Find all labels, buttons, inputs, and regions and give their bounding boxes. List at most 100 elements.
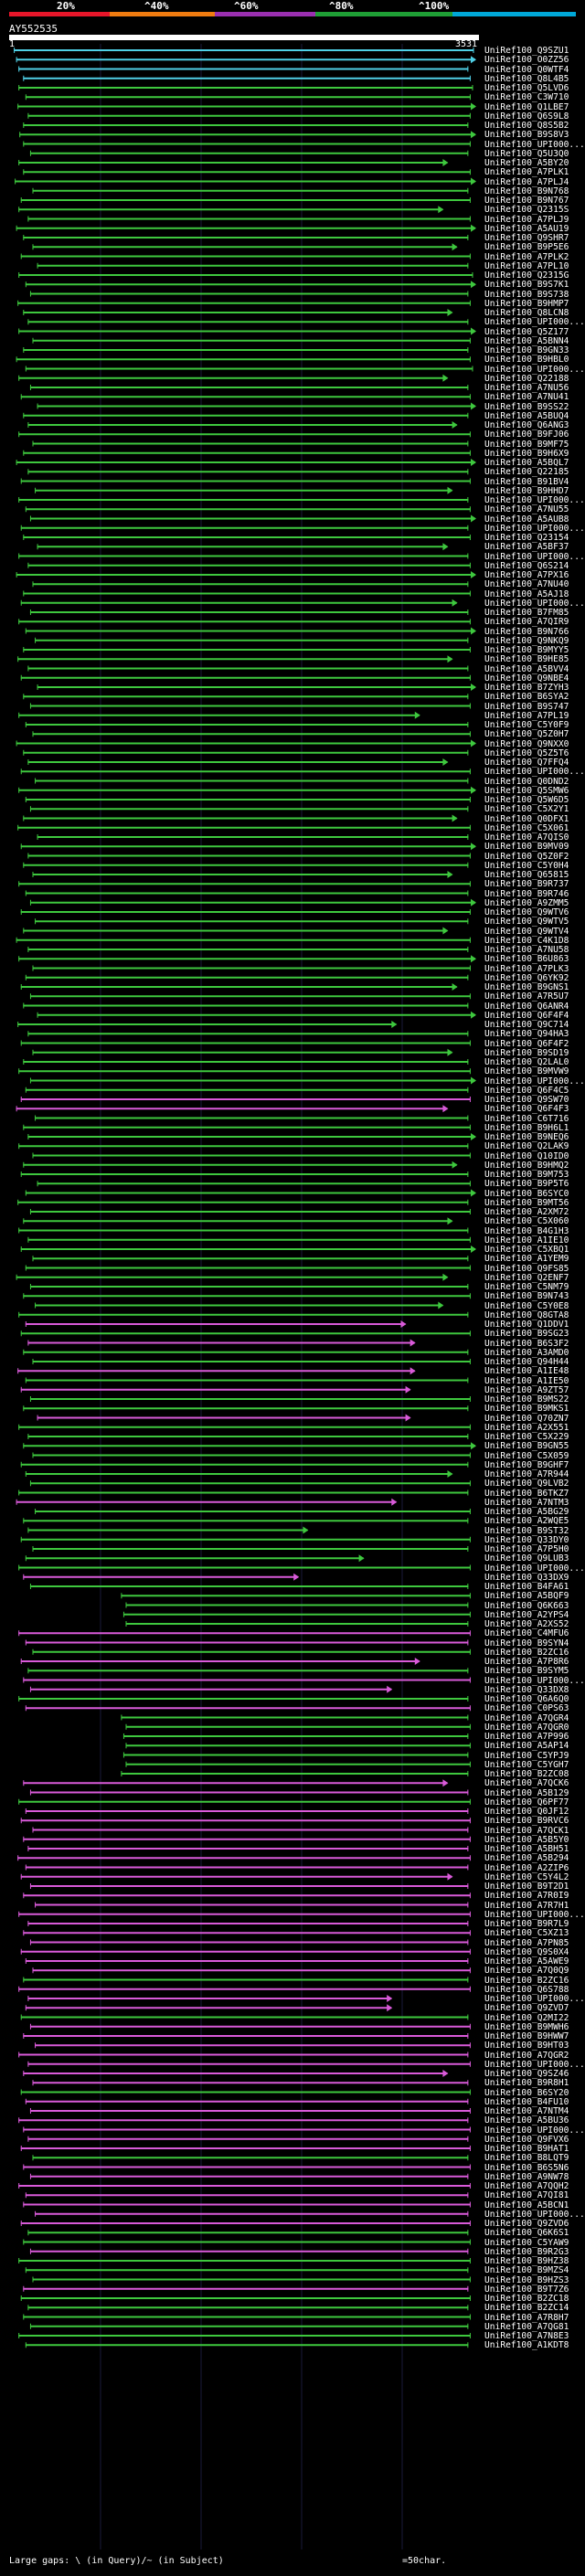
hit-label[interactable]: UniRef100_Q22185 xyxy=(484,467,569,478)
hit-label[interactable]: UniRef100_B9R737 xyxy=(484,879,569,890)
hit-label[interactable]: UniRef100_C4K1D8 xyxy=(484,935,569,946)
hit-bar[interactable] xyxy=(18,1227,469,1234)
hit-bar[interactable] xyxy=(35,1509,471,1514)
hit-label[interactable]: UniRef100_Q9FS85 xyxy=(484,1263,569,1274)
hit-bar[interactable] xyxy=(25,281,476,289)
hit-label[interactable]: UniRef100_A5AP14 xyxy=(484,1741,569,1752)
hit-bar[interactable] xyxy=(14,48,474,53)
hit-bar[interactable] xyxy=(35,1115,469,1121)
hit-bar[interactable] xyxy=(32,2080,469,2086)
hit-bar[interactable] xyxy=(23,75,471,81)
hit-label[interactable]: UniRef100_B9MT56 xyxy=(484,1197,569,1208)
hit-label[interactable]: UniRef100_B7ZYH3 xyxy=(484,683,569,693)
hit-label[interactable]: UniRef100_B9HE85 xyxy=(484,654,569,665)
hit-bar[interactable] xyxy=(18,1630,471,1637)
hit-bar[interactable] xyxy=(18,272,473,278)
hit-label[interactable]: UniRef100_B9S747 xyxy=(484,701,569,712)
hit-bar[interactable] xyxy=(15,177,476,186)
hit-bar[interactable] xyxy=(18,619,471,625)
hit-bar[interactable] xyxy=(20,843,476,851)
hit-label[interactable]: UniRef100_B6U863 xyxy=(484,954,569,965)
hit-label[interactable]: UniRef100_B9ST32 xyxy=(484,1525,569,1536)
hit-bar[interactable] xyxy=(18,327,476,335)
hit-bar[interactable] xyxy=(35,1301,444,1309)
hit-bar[interactable] xyxy=(23,1892,471,1899)
hit-label[interactable]: UniRef100_B2ZC16 xyxy=(484,1975,569,1986)
hit-bar[interactable] xyxy=(23,694,469,700)
hit-label[interactable]: UniRef100_Q9LUB3 xyxy=(484,1553,569,1564)
hit-label[interactable]: UniRef100_B6SY20 xyxy=(484,2087,569,2098)
hit-bar[interactable] xyxy=(18,881,471,887)
hit-label[interactable]: UniRef100_A7QIR9 xyxy=(484,617,569,628)
hit-label[interactable]: UniRef100_A2ZIP6 xyxy=(484,1862,569,1873)
hit-bar[interactable] xyxy=(16,1105,449,1113)
hit-bar[interactable] xyxy=(37,262,469,269)
hit-label[interactable]: UniRef100_C5NM79 xyxy=(484,1282,569,1292)
hit-bar[interactable] xyxy=(23,2126,471,2133)
hit-label[interactable]: UniRef100_Q6F4F4 xyxy=(484,1010,569,1021)
hit-bar[interactable] xyxy=(16,56,476,64)
hit-bar[interactable] xyxy=(20,1818,471,1824)
hit-label[interactable]: UniRef100_B9GN33 xyxy=(484,345,569,355)
hit-bar[interactable] xyxy=(32,1452,471,1458)
hit-label[interactable]: UniRef100_Q8LCN8 xyxy=(484,308,569,318)
hit-label[interactable]: UniRef100_A7P5H0 xyxy=(484,1544,569,1554)
hit-label[interactable]: UniRef100_Q5U3Q0 xyxy=(484,148,569,159)
hit-label[interactable]: UniRef100_C5X059 xyxy=(484,1450,569,1461)
hit-bar[interactable] xyxy=(23,535,471,540)
hit-bar[interactable] xyxy=(29,1789,469,1796)
hit-label[interactable]: UniRef100_A7PLK1 xyxy=(484,167,569,178)
hit-bar[interactable] xyxy=(25,1470,453,1478)
hit-bar[interactable] xyxy=(23,749,469,756)
hit-bar[interactable] xyxy=(16,739,476,747)
hit-bar[interactable] xyxy=(20,769,471,775)
hit-label[interactable]: UniRef100_C5Y4L2 xyxy=(484,1871,569,1882)
hit-bar[interactable] xyxy=(29,385,469,390)
hit-bar[interactable] xyxy=(29,1396,471,1402)
hit-bar[interactable] xyxy=(29,1209,471,1214)
hit-label[interactable]: UniRef100_UPI000... xyxy=(484,1563,585,1574)
hit-bar[interactable] xyxy=(32,243,458,251)
hit-bar[interactable] xyxy=(32,2155,469,2161)
hit-label[interactable]: UniRef100_A5BY20 xyxy=(484,158,569,168)
hit-bar[interactable] xyxy=(23,1349,469,1355)
hit-label[interactable]: UniRef100_Q9ZVD7 xyxy=(484,2003,569,2014)
hit-label[interactable]: UniRef100_A7PN85 xyxy=(484,1937,569,1948)
hit-label[interactable]: UniRef100_C5X061 xyxy=(484,822,569,833)
hit-label[interactable]: UniRef100_A9ZMM5 xyxy=(484,897,569,908)
hit-label[interactable]: UniRef100_B2ZC14 xyxy=(484,2303,569,2314)
hit-bar[interactable] xyxy=(29,610,469,615)
hit-label[interactable]: UniRef100_UPI000... xyxy=(484,1909,585,1920)
hit-label[interactable]: UniRef100_B9HZ38 xyxy=(484,2256,569,2266)
hit-bar[interactable] xyxy=(27,216,471,222)
hit-label[interactable]: UniRef100_B9NEQ6 xyxy=(484,1132,569,1142)
hit-bar[interactable] xyxy=(20,1385,411,1394)
hit-label[interactable]: UniRef100_UPI000... xyxy=(484,551,585,562)
hit-label[interactable]: UniRef100_A7PLK2 xyxy=(484,251,569,262)
hit-bar[interactable] xyxy=(29,1480,471,1487)
hit-label[interactable]: UniRef100_A7R944 xyxy=(484,1469,569,1479)
hit-label[interactable]: UniRef100_C5Y0H4 xyxy=(484,860,569,871)
hit-bar[interactable] xyxy=(121,1714,469,1721)
hit-label[interactable]: UniRef100_A5AU19 xyxy=(484,223,569,234)
hit-label[interactable]: UniRef100_A5B294 xyxy=(484,1853,569,1864)
hit-label[interactable]: UniRef100_Q9ZVD6 xyxy=(484,2219,569,2229)
hit-label[interactable]: UniRef100_A9ZT57 xyxy=(484,1384,569,1395)
hit-label[interactable]: UniRef100_A5B129 xyxy=(484,1787,569,1798)
hit-bar[interactable] xyxy=(27,2230,469,2236)
hit-bar[interactable] xyxy=(23,814,458,822)
hit-bar[interactable] xyxy=(20,2295,471,2301)
hit-bar[interactable] xyxy=(27,1339,416,1347)
hit-bar[interactable] xyxy=(27,1668,469,1674)
hit-label[interactable]: UniRef100_Q5Z0F2 xyxy=(484,851,569,862)
hit-label[interactable]: UniRef100_UPI000... xyxy=(484,1076,585,1087)
hit-bar[interactable] xyxy=(25,974,469,981)
hit-bar[interactable] xyxy=(122,1752,469,1758)
hit-bar[interactable] xyxy=(23,2314,471,2320)
hit-bar[interactable] xyxy=(23,2033,469,2039)
hit-label[interactable]: UniRef100_A2XM72 xyxy=(484,1207,569,1217)
hit-label[interactable]: UniRef100_B9HWW7 xyxy=(484,2031,569,2041)
hit-label[interactable]: UniRef100_C0PS63 xyxy=(484,1703,569,1714)
hit-bar[interactable] xyxy=(20,1040,471,1046)
hit-bar[interactable] xyxy=(16,224,476,232)
